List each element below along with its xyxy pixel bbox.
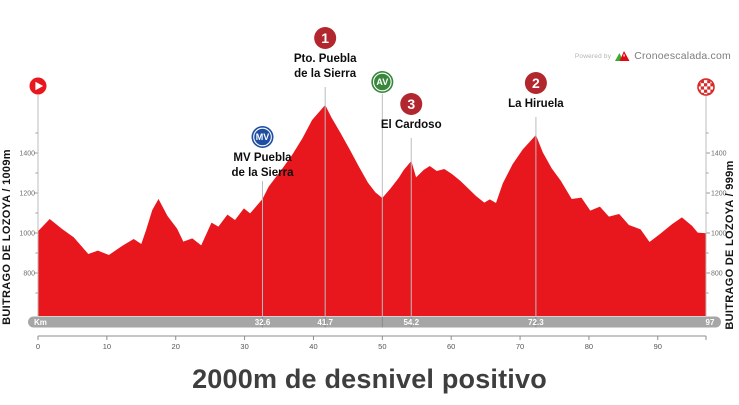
page-title: 2000m de desnivel positivo [192,364,547,394]
marker-label-el-cardoso: El Cardoso [381,119,442,131]
km-bar-value: 54.2 [403,318,419,327]
x-tick-label: 0 [36,342,40,351]
category-marker-number: 2 [532,75,540,91]
y-tick-label: 800 [711,271,723,278]
x-tick-label: 90 [654,342,662,351]
y-tick-label: 800 [23,271,35,278]
category-marker-1 [314,27,337,49]
x-tick-label: 60 [447,342,455,351]
x-tick-label: 30 [240,342,248,351]
av-marker-icon [371,71,394,93]
x-tick-label: 70 [516,342,524,351]
y-tick-label: 1000 [711,231,727,238]
x-tick-label: 40 [309,342,317,351]
y-tick-label: 1200 [19,191,35,198]
category-marker-number: 3 [407,96,415,112]
av-marker-text: AV [376,77,388,87]
right-route-label: BUITRAGO DE LOZOYA / 999m [724,160,736,329]
km-bar-value: 72.3 [528,318,544,327]
mv-marker-ring [253,127,272,147]
y-tick-label: 1000 [19,231,35,238]
x-tick-label: 80 [585,342,593,351]
cronoescalada-logo-icon [615,51,630,61]
km-bar-value: 32.6 [255,318,271,327]
x-tick-label: 50 [378,342,386,351]
marker-label-mv-puebla-de-la-sierra: MV Puebla [233,152,292,164]
elevation-chart-wrap: 800 1000 1200 1400 800 1000 1200 1400 0 10 20 30 40 5… [1,27,736,351]
km-bar-value: 41.7 [317,318,333,327]
y-tick-label: 1400 [711,151,727,158]
start-play-triangle [35,81,44,91]
powered-by-label: Powered by [574,52,612,60]
category-marker-number: 1 [321,30,329,46]
marker-label-pto-puebla-de-la-sierra: Pto. Puebla [294,53,357,65]
av-marker-ring [372,72,392,92]
left-route-label: BUITRAGO DE LOZOYA / 1009m [1,149,13,325]
km-bar-value: 97 [706,318,715,327]
marker-label-la-hiruela: La Hiruela [508,98,564,110]
mv-marker-text: MV [256,132,270,142]
finish-checkered-flag-icon [697,78,715,96]
category-marker-3 [400,93,423,115]
cronoescalada-brand-text[interactable]: Cronoescalada.com [634,50,731,62]
mv-marker-icon [251,126,274,148]
km-bar-unit-label: Km [34,318,47,327]
marker-label-pto-puebla-de-la-sierra: de la Sierra [294,68,357,80]
y-tick-label: 1200 [711,191,727,198]
category-marker-2 [524,72,547,94]
x-tick-label: 20 [172,342,180,351]
branding: Powered by Cronoescalada.com [575,50,731,62]
km-bar [28,316,721,328]
y-tick-label: 1400 [19,151,35,158]
elevation-chart: 800 1000 1200 1400 800 1000 1200 1400 0 10 20 30 40 5… [1,27,736,351]
elevation-profile-area [38,105,706,316]
x-tick-label: 10 [103,342,111,351]
marker-label-mv-puebla-de-la-sierra: de la Sierra [231,167,294,179]
